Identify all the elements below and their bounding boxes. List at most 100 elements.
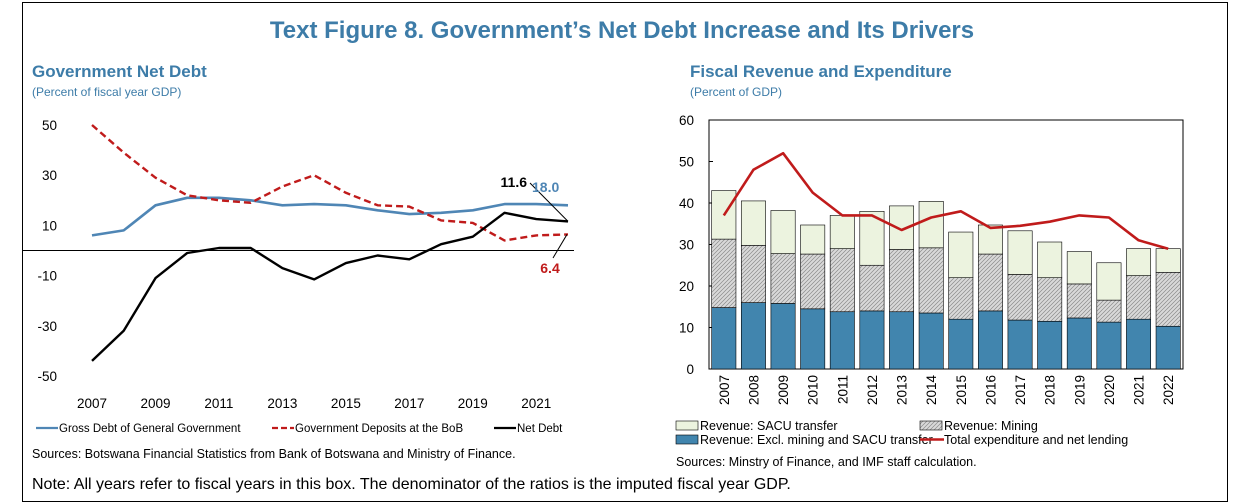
right-bar-segment [711, 238, 737, 308]
left-series-line [91, 124, 569, 242]
right-bar-segment [977, 224, 1003, 255]
right-bar-segment [918, 201, 944, 249]
right-bar-segment [829, 248, 855, 313]
right-x-tick-label: 2007 [717, 375, 732, 405]
left-chart-source: Sources: Botswana Financial Statistics f… [32, 447, 516, 461]
right-bar-segment [889, 249, 915, 313]
right-bar-segment [1155, 248, 1181, 273]
right-bar-segment [740, 302, 766, 370]
left-chart-subtitle: (Percent of fiscal year GDP) [32, 85, 182, 99]
right-x-tick-label: 2009 [776, 375, 791, 405]
left-y-tick-label: 10 [42, 218, 57, 233]
right-x-tick-label: 2014 [924, 375, 939, 406]
right-bar-segment [1096, 299, 1122, 323]
right-x-tick-label: 2015 [954, 375, 969, 405]
right-bar-segment [800, 224, 826, 255]
right-bar-segment [1096, 262, 1122, 301]
right-bar-segment [711, 307, 737, 370]
right-y-tick-label: 0 [686, 362, 694, 377]
right-legend-label: Revenue: SACU transfer [700, 419, 838, 433]
right-bar-segment [1096, 321, 1122, 370]
right-bar-segment [1155, 272, 1181, 327]
right-bar-segment [1007, 230, 1033, 275]
right-bar-segment [977, 253, 1003, 312]
right-y-tick-label: 30 [679, 238, 694, 253]
right-x-tick-label: 2022 [1161, 375, 1176, 405]
right-bar-segment [829, 215, 855, 249]
right-legend-swatch [675, 434, 699, 445]
annotation-leader-deposits [552, 234, 568, 259]
right-bar-segment [918, 247, 944, 314]
left-x-tick-label: 2007 [77, 396, 107, 411]
right-x-tick-label: 2008 [746, 375, 761, 405]
right-y-tick-label: 10 [679, 321, 694, 336]
right-y-tick-label: 60 [679, 113, 694, 128]
left-y-tick-label: -10 [37, 269, 57, 284]
right-chart-subtitle: (Percent of GDP) [690, 85, 783, 99]
right-y-tick-label: 40 [679, 196, 694, 211]
right-x-tick-label: 2021 [1132, 375, 1147, 405]
left-x-tick-label: 2013 [267, 396, 297, 411]
right-bar-segment [770, 303, 796, 370]
right-x-tick-label: 2013 [895, 375, 910, 405]
right-bar-segment [740, 200, 766, 246]
right-y-tick-label: 20 [679, 279, 694, 294]
left-series-line [91, 196, 569, 237]
right-x-tick-label: 2020 [1102, 375, 1117, 405]
right-x-tick-label: 2016 [983, 375, 998, 405]
right-chart-title: Fiscal Revenue and Expenditure [690, 62, 952, 81]
right-bar-segment [948, 231, 974, 279]
right-y-tick-label: 50 [679, 155, 694, 170]
left-y-tick-label: 50 [42, 118, 57, 133]
left-chart-title: Government Net Debt [32, 62, 207, 81]
right-x-tick-label: 2011 [835, 375, 850, 404]
right-bar-segment [1007, 274, 1033, 321]
annotation-net-debt: 11.6 [501, 174, 528, 190]
annotation-gross-debt: 18.0 [532, 179, 559, 195]
annotation-leader-net [529, 182, 569, 222]
left-legend-label: Government Deposits at the BoB [295, 423, 463, 435]
left-x-tick-label: 2019 [458, 396, 488, 411]
right-bar-segment [948, 277, 974, 320]
right-bar-segment [889, 311, 915, 370]
left-x-tick-label: 2009 [140, 396, 170, 411]
right-legend-label: Total expenditure and net lending [944, 433, 1128, 447]
right-bar-segment [1007, 319, 1033, 370]
right-bar-segment [800, 308, 826, 370]
right-x-tick-label: 2018 [1043, 375, 1058, 405]
figure-title: Text Figure 8. Government’s Net Debt Inc… [269, 17, 975, 44]
left-y-tick-label: -30 [37, 319, 57, 334]
annotation-deposits: 6.4 [540, 260, 560, 276]
right-bar-segment [1126, 275, 1152, 320]
right-bar-segment [977, 310, 1003, 370]
left-y-tick-label: -50 [37, 369, 57, 384]
right-expenditure-line [722, 151, 1169, 250]
right-legend-swatch [919, 420, 943, 431]
left-legend-label: Net Debt [517, 423, 563, 435]
right-bar-segment [1066, 317, 1092, 370]
right-bar-segment [1037, 277, 1063, 322]
left-x-tick-label: 2015 [331, 396, 361, 411]
left-x-tick-label: 2021 [521, 396, 551, 411]
right-bar-segment [770, 210, 796, 254]
right-x-tick-label: 2017 [1013, 375, 1028, 405]
left-legend-label: Gross Debt of General Government [59, 423, 241, 435]
right-bar-segment [800, 253, 826, 310]
right-legend-label: Revenue: Excl. mining and SACU transfer [700, 433, 933, 447]
right-bar-segment [859, 310, 885, 370]
right-bar-segment [1037, 320, 1063, 370]
right-bar-segment [859, 264, 885, 312]
right-bar-segment [1066, 251, 1092, 285]
right-chart-source: Sources: Minstry of Finance, and IMF sta… [676, 455, 977, 469]
right-x-tick-label: 2010 [806, 375, 821, 405]
right-bar-segment [1037, 241, 1063, 278]
right-bar-segment [918, 312, 944, 370]
right-bar-segment [740, 245, 766, 303]
right-bar-segment [1126, 248, 1152, 276]
right-x-tick-label: 2012 [865, 375, 880, 405]
right-bar-segment [1126, 318, 1152, 370]
right-bar-segment [948, 318, 974, 370]
right-bar-segment [770, 253, 796, 304]
right-bar-segment [1155, 325, 1181, 370]
